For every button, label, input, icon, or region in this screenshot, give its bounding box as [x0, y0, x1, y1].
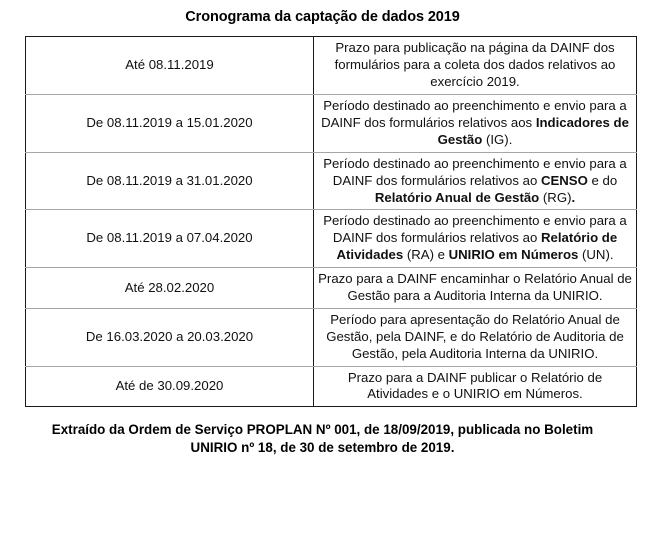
period-cell: Até 28.02.2020: [25, 267, 314, 309]
description-text: Período destinado ao preenchimento e env…: [323, 213, 627, 246]
description-text: Prazo para publicação na página da DAINF…: [334, 40, 616, 90]
description-emphasis: Indicadores de Gestão: [437, 114, 629, 147]
description-emphasis: Relatório Anual de Gestão: [374, 189, 540, 205]
schedule-table-body: Até 08.11.2019 Prazo para publicação na p…: [25, 36, 637, 407]
description-text: Prazo para a DAINF encaminhar o Relatóri…: [318, 271, 632, 303]
table-row: De 08.11.2019 a 15.01.2020 Período destin…: [25, 94, 637, 153]
table-row: Até 28.02.2020 Prazo para a DAINF encamin…: [25, 267, 637, 309]
period-cell: Até 08.11.2019: [25, 36, 314, 96]
description-emphasis: .: [571, 189, 576, 205]
description-cell: Período destinado ao preenchimento e env…: [313, 94, 637, 153]
description-text: (UN).: [578, 247, 614, 263]
description-text: Período destinado ao preenchimento e env…: [323, 155, 627, 188]
page-title: Cronograma da captação de dados 2019: [185, 9, 460, 25]
description-text: (RA) e: [403, 247, 449, 263]
description-text: Período para apresentação do Relatório A…: [326, 311, 624, 361]
schedule-table: Até 08.11.2019 Prazo para publicação na p…: [25, 36, 637, 408]
description-cell: Prazo para a DAINF publicar o Relatório …: [313, 365, 637, 407]
description-text: (RG): [539, 189, 572, 205]
description-cell: Prazo para a DAINF encaminhar o Relatóri…: [313, 267, 637, 309]
description-text: Período destinado ao preenchimento e env…: [321, 98, 627, 130]
period-cell: De 08.11.2019 a 15.01.2020: [25, 94, 314, 153]
description-emphasis: UNIRIO em Números: [448, 247, 579, 263]
source-footnote: Extraído da Ordem de Serviço PROPLAN Nº …: [51, 422, 594, 456]
description-text: Prazo para a DAINF publicar o Relatório …: [347, 369, 603, 402]
table-row: De 08.11.2019 a 31.01.2020 Período destin…: [25, 151, 637, 211]
description-emphasis: Relatório de Atividades: [336, 230, 618, 263]
description-cell: Período para apresentação do Relatório A…: [313, 307, 637, 367]
description-cell: Período destinado ao preenchimento e env…: [313, 209, 637, 269]
period-cell: De 08.11.2019 a 07.04.2020: [25, 209, 314, 269]
table-row: Até de 30.09.2020 Prazo para a DAINF publ…: [25, 365, 637, 407]
table-row: Até 08.11.2019 Prazo para publicação na p…: [25, 36, 637, 96]
schedule-table-container: Até 08.11.2019 Prazo para publicação na p…: [25, 36, 637, 408]
table-row: De 16.03.2020 a 20.03.2020 Período para a…: [25, 307, 637, 367]
description-text: (IG).: [482, 131, 513, 147]
period-cell: Até de 30.09.2020: [25, 365, 314, 407]
description-text: e do: [587, 172, 618, 188]
period-cell: De 08.11.2019 a 31.01.2020: [25, 151, 314, 211]
period-cell: De 16.03.2020 a 20.03.2020: [25, 307, 314, 367]
table-row: De 08.11.2019 a 07.04.2020 Período destin…: [25, 209, 637, 269]
description-cell: Prazo para publicação na página da DAINF…: [313, 36, 637, 96]
description-cell: Período destinado ao preenchimento e env…: [313, 151, 637, 211]
description-emphasis: CENSO: [540, 172, 588, 188]
